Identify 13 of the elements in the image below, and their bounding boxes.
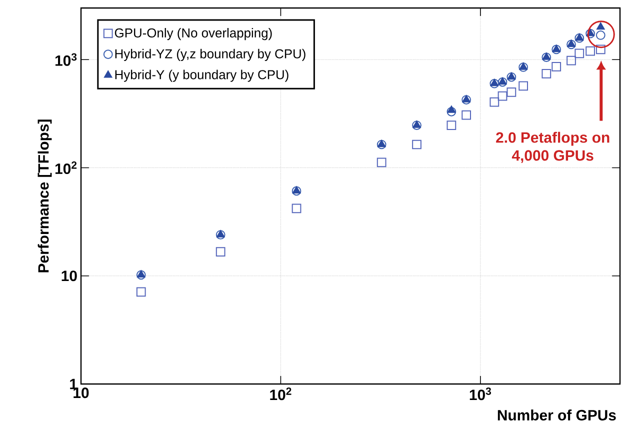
legend-label: GPU-Only (No overlapping)	[114, 28, 272, 40]
x-tick-label: 10	[74, 388, 89, 398]
y-axis-title: Performance [TFlops]	[38, 120, 52, 272]
x-tick-label: 10$^{3}$	[470, 388, 492, 400]
legend-label: Hybrid-Y (y boundary by CPU)	[115, 70, 288, 82]
x-tick-label: 10$^{2}$	[270, 388, 292, 400]
x-axis-title: Number of GPUs	[498, 410, 616, 420]
y-tick-label: 10$^{3}$	[55, 53, 77, 66]
annotation: 2.0 Petaflops on 4,000 GPUs	[496, 132, 610, 163]
y-tick-label: 10$^{2}$	[55, 161, 77, 174]
y-tick-label: 1	[70, 378, 78, 390]
y-tick-label: 10	[62, 270, 77, 282]
legend-label: Hybrid-YZ (y,z boundary by CPU)	[115, 48, 306, 61]
